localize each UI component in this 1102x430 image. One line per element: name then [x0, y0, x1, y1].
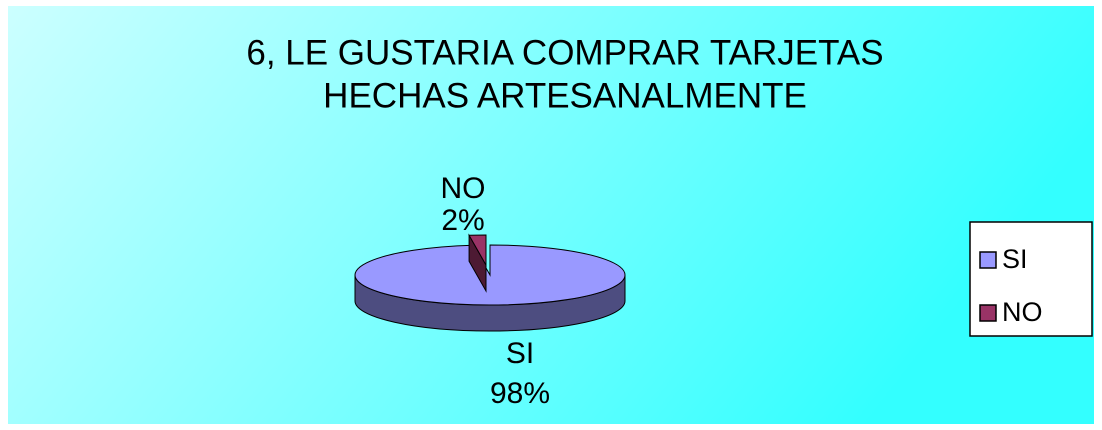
legend-swatch [979, 251, 997, 269]
data-label-value: 98% [490, 377, 550, 410]
chart-background [8, 6, 1094, 424]
pie-slice [468, 234, 487, 267]
legend-label: SI [1002, 244, 1028, 274]
data-label-category: SI [506, 337, 534, 370]
chart-title: 6, LE GUSTARIA COMPRAR TARJETAS [246, 33, 883, 72]
data-label-value: 2% [441, 204, 484, 237]
legend-label: NO [1002, 297, 1043, 327]
pie-slice [354, 244, 626, 306]
chart-title: HECHAS ARTESANALMENTE [323, 76, 807, 115]
data-label-category: NO [441, 172, 486, 205]
legend-swatch [979, 304, 997, 322]
